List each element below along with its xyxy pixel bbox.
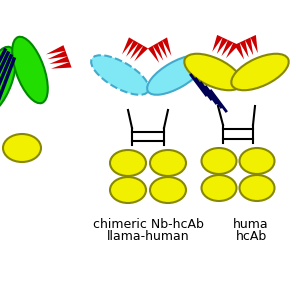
Ellipse shape: [239, 148, 274, 174]
Text: chimeric Nb-hcAb: chimeric Nb-hcAb: [93, 218, 203, 231]
Ellipse shape: [184, 54, 242, 90]
Polygon shape: [46, 45, 72, 73]
Ellipse shape: [239, 175, 274, 201]
Ellipse shape: [150, 177, 186, 203]
Ellipse shape: [91, 55, 149, 95]
Polygon shape: [148, 37, 176, 63]
Ellipse shape: [150, 150, 186, 176]
Ellipse shape: [231, 54, 289, 90]
Ellipse shape: [147, 55, 205, 95]
Text: llama-human: llama-human: [107, 230, 189, 243]
Polygon shape: [223, 125, 253, 143]
Ellipse shape: [0, 47, 16, 113]
Ellipse shape: [110, 150, 146, 176]
Text: huma: huma: [233, 218, 269, 231]
Ellipse shape: [110, 177, 146, 203]
Ellipse shape: [3, 134, 41, 162]
Ellipse shape: [202, 148, 237, 174]
Polygon shape: [212, 35, 239, 60]
Polygon shape: [132, 128, 164, 145]
Ellipse shape: [12, 37, 48, 103]
Text: hcAb: hcAb: [235, 230, 267, 243]
Polygon shape: [234, 35, 262, 59]
Ellipse shape: [202, 175, 237, 201]
Polygon shape: [122, 37, 148, 64]
